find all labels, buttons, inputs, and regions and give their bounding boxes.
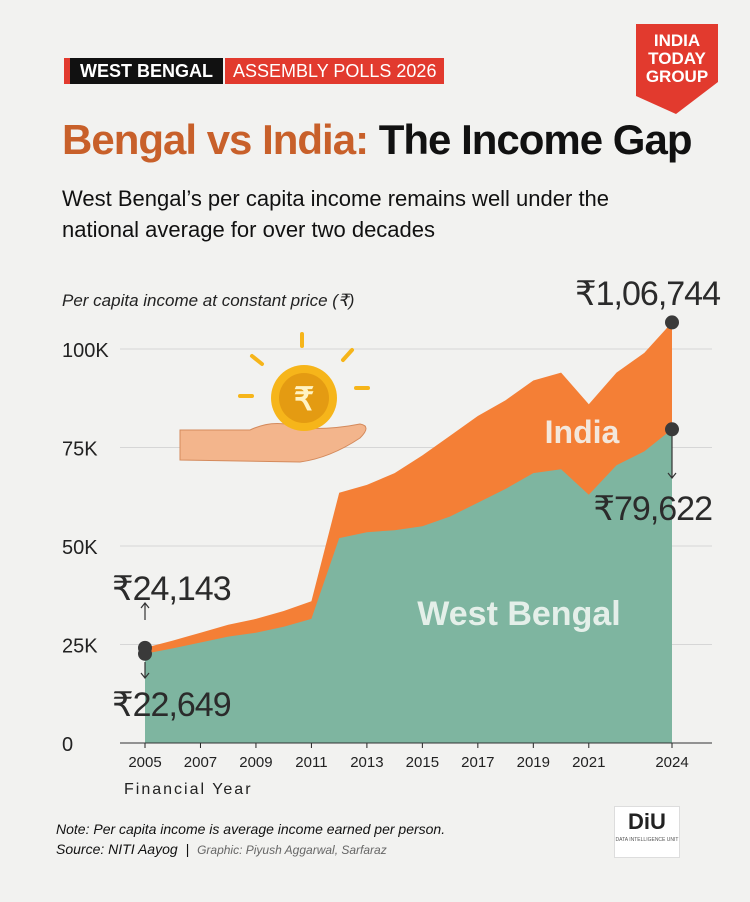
rupee-symbol-icon: ₹ (294, 381, 314, 417)
diu-mark: DiU (628, 809, 666, 834)
x-axis-ticks: 2005 2007 2009 2011 2013 2015 2017 2019 2021 2024 (120, 742, 712, 771)
logo-line3: GROUP (646, 67, 708, 86)
logo-shape (636, 24, 718, 114)
x-tick-label: 2013 (350, 754, 383, 771)
subtitle: West Bengal’s per capita income remains … (62, 186, 610, 242)
x-tick-label: 2024 (655, 754, 688, 771)
x-axis-label: Financial Year (124, 781, 253, 798)
x-tick-label: 2015 (406, 754, 439, 771)
source-text: Source: NITI Aayog (56, 841, 178, 857)
area-labels: India West Bengal (417, 414, 620, 633)
unit-label: Per capita income at constant price (₹) (62, 291, 355, 310)
x-tick-label: 2021 (572, 754, 605, 771)
series-label-india: India (545, 414, 620, 450)
tag-assembly-polls: ASSEMBLY POLLS 2026 (225, 58, 445, 84)
value-annotations: ₹24,143 ₹22,649 ₹1,06,744 ₹79,622 (112, 275, 721, 724)
source-line: Source: NITI Aayog | Graphic: Piyush Agg… (56, 839, 445, 860)
annotation-label: ₹24,143 (112, 570, 231, 608)
series-areas (145, 322, 672, 743)
hand-coin-illustration: ₹ (179, 332, 370, 463)
annotation-arrowhead (140, 672, 150, 679)
y-tick-label: 75K (62, 439, 98, 461)
separator: | (185, 841, 190, 857)
y-tick-label: 0 (62, 734, 73, 756)
title-part2: The Income Gap (378, 116, 693, 163)
logo-line2: TODAY (648, 49, 706, 68)
title-part1: Bengal vs India: (62, 116, 369, 163)
annotation-arrowhead (667, 472, 677, 479)
x-tick-label: 2011 (295, 754, 327, 771)
y-tick-label: 25K (62, 636, 98, 658)
diu-subtext: DATA INTELLIGENCE UNIT (615, 837, 679, 843)
annotation-arrowhead (140, 602, 150, 609)
diu-logo: DiU DATA INTELLIGENCE UNIT (614, 806, 680, 858)
x-tick-label: 2007 (184, 754, 217, 771)
series-label-west-bengal: West Bengal (417, 595, 620, 633)
hand-icon (179, 423, 367, 463)
page-title: Bengal vs India: The Income Gap (62, 116, 693, 164)
tag-west-bengal: WEST BENGAL (64, 58, 223, 84)
india-today-group-logo: INDIA TODAY GROUP (636, 24, 718, 114)
footnote: Note: Per capita income is average incom… (56, 819, 445, 860)
rupee-coin-inner (279, 373, 329, 423)
x-tick-label: 2017 (461, 754, 494, 771)
annotation-label: ₹1,06,744 (575, 275, 720, 313)
y-tick-label: 50K (62, 537, 98, 559)
annotation-label: ₹22,649 (112, 686, 231, 724)
area-west-bengal (145, 429, 672, 743)
logo-line1: INDIA (654, 31, 700, 50)
annotation-label: ₹79,622 (593, 490, 712, 528)
y-tick-label: 100K (62, 340, 109, 362)
header-tags: WEST BENGAL ASSEMBLY POLLS 2026 (64, 58, 445, 84)
annotation-dot (665, 422, 679, 437)
y-axis-ticks: 0 25K 50K 75K 100K (62, 340, 109, 756)
graphic-credit: Graphic: Piyush Aggarwal, Sarfaraz (197, 843, 387, 857)
x-tick-label: 2009 (239, 754, 272, 771)
annotation-dot (665, 315, 679, 330)
note-text: Note: Per capita income is average incom… (56, 821, 446, 837)
coin-rays-icon (238, 332, 370, 398)
x-tick-label: 2005 (128, 754, 161, 771)
x-tick-label: 2019 (517, 754, 550, 771)
annotation-dot (138, 646, 152, 661)
